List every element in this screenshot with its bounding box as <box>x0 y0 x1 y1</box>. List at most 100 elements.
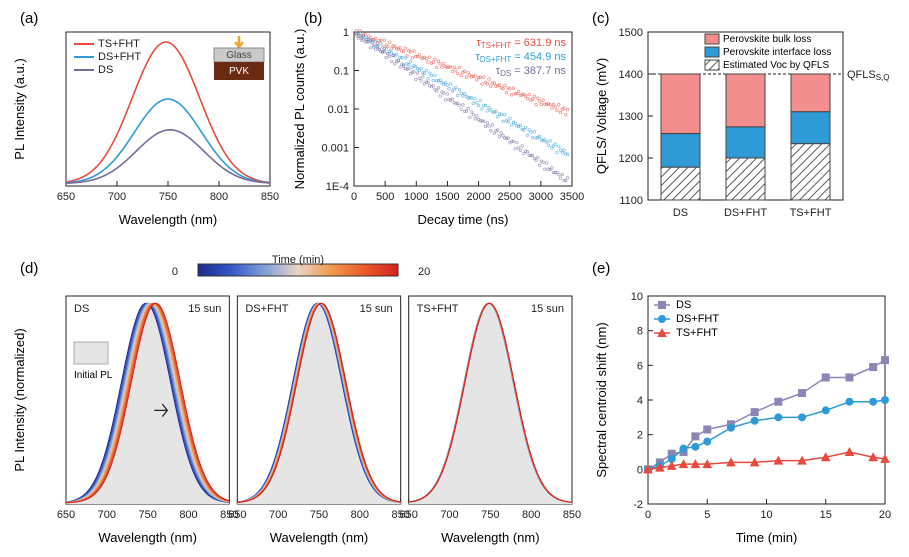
svg-text:800: 800 <box>210 191 228 203</box>
svg-text:1200: 1200 <box>619 153 643 165</box>
svg-text:15 sun: 15 sun <box>531 303 564 315</box>
svg-text:DS+FHT: DS+FHT <box>245 303 288 315</box>
svg-text:τDS = 387.7 ns: τDS = 387.7 ns <box>496 65 567 78</box>
svg-text:2000: 2000 <box>466 191 490 203</box>
svg-text:Perovskite interface loss: Perovskite interface loss <box>723 47 831 58</box>
svg-text:850: 850 <box>563 509 581 521</box>
svg-text:4: 4 <box>637 395 643 407</box>
svg-text:Wavelength (nm): Wavelength (nm) <box>441 530 540 545</box>
svg-text:650: 650 <box>57 509 75 521</box>
svg-text:15 sun: 15 sun <box>188 303 221 315</box>
svg-text:800: 800 <box>179 509 197 521</box>
panel-a: (a) 650700750800850TS+FHTDS+FHTDSGlassPV… <box>10 10 278 230</box>
svg-text:0: 0 <box>351 191 357 203</box>
panel-c-label: (c) <box>592 10 610 27</box>
svg-text:10: 10 <box>631 291 643 303</box>
svg-text:6: 6 <box>637 360 643 372</box>
svg-text:2: 2 <box>637 430 643 442</box>
svg-text:DS+FHT: DS+FHT <box>724 207 767 219</box>
svg-text:10: 10 <box>760 509 772 521</box>
svg-text:PL Intensity (a.u.): PL Intensity (a.u.) <box>12 58 27 159</box>
svg-text:DS+FHT: DS+FHT <box>676 313 719 325</box>
panel-c-chart: 1100 1200 1300 1400 1500 QFLSS,Q DS DS+FHT TS+FH… <box>590 10 895 230</box>
svg-text:15 sun: 15 sun <box>360 303 393 315</box>
svg-text:τTS+FHT = 631.9 ns: τTS+FHT = 631.9 ns <box>476 37 566 50</box>
svg-text:PVK: PVK <box>229 66 249 77</box>
svg-text:650: 650 <box>399 509 417 521</box>
panel-e: (e) 05101520-20246810DSDS+FHTTS+FHTTime … <box>590 260 895 550</box>
svg-text:650: 650 <box>57 191 75 203</box>
svg-text:Spectral centroid shift (nm): Spectral centroid shift (nm) <box>594 322 609 477</box>
panel-b: (b) 050010001500200025003000350010.10.01… <box>288 10 578 230</box>
svg-text:DS: DS <box>673 207 688 219</box>
svg-text:DS: DS <box>676 299 691 311</box>
svg-text:700: 700 <box>269 509 287 521</box>
svg-text:2500: 2500 <box>497 191 521 203</box>
svg-text:700: 700 <box>108 191 126 203</box>
panel-b-label: (b) <box>304 10 322 27</box>
svg-text:1300: 1300 <box>619 111 643 123</box>
panel-a-chart: 650700750800850TS+FHTDS+FHTDSGlassPVKWav… <box>10 10 278 230</box>
svg-text:Perovskite bulk loss: Perovskite bulk loss <box>723 34 811 45</box>
svg-text:Glass: Glass <box>226 50 252 61</box>
svg-text:3000: 3000 <box>529 191 553 203</box>
svg-text:15: 15 <box>820 509 832 521</box>
svg-text:500: 500 <box>376 191 394 203</box>
svg-text:800: 800 <box>351 509 369 521</box>
svg-text:QFLS/ Voltage (mV): QFLS/ Voltage (mV) <box>594 58 609 174</box>
svg-text:1000: 1000 <box>404 191 428 203</box>
svg-text:750: 750 <box>310 509 328 521</box>
svg-text:0.01: 0.01 <box>328 104 349 116</box>
svg-text:750: 750 <box>138 509 156 521</box>
svg-text:0: 0 <box>172 266 178 278</box>
svg-text:1E-4: 1E-4 <box>326 181 349 193</box>
svg-text:-2: -2 <box>633 499 643 511</box>
panel-d-chart: 020Time (min)650700750800850DS15 sunInit… <box>10 260 578 550</box>
svg-text:Decay time (ns): Decay time (ns) <box>417 212 508 227</box>
svg-text:DS: DS <box>74 303 89 315</box>
svg-text:850: 850 <box>261 191 279 203</box>
svg-text:TS+FHT: TS+FHT <box>417 303 459 315</box>
svg-text:Time (min): Time (min) <box>736 530 798 545</box>
panel-e-label: (e) <box>592 260 610 277</box>
svg-text:QFLSS,Q: QFLSS,Q <box>847 69 890 82</box>
svg-text:750: 750 <box>481 509 499 521</box>
svg-text:1: 1 <box>343 27 349 39</box>
svg-text:Wavelength (nm): Wavelength (nm) <box>98 530 197 545</box>
panel-b-chart: 050010001500200025003000350010.10.010.00… <box>288 10 578 230</box>
svg-text:1500: 1500 <box>435 191 459 203</box>
svg-text:650: 650 <box>228 509 246 521</box>
svg-text:TS+FHT: TS+FHT <box>98 38 140 50</box>
svg-text:0.001: 0.001 <box>321 143 349 155</box>
svg-text:Estimated Voc by QFLS: Estimated Voc by QFLS <box>723 60 829 71</box>
svg-text:TS+FHT: TS+FHT <box>676 327 718 339</box>
svg-text:Initial PL: Initial PL <box>74 370 113 381</box>
svg-text:800: 800 <box>522 509 540 521</box>
svg-text:20: 20 <box>879 509 891 521</box>
svg-text:TS+FHT: TS+FHT <box>790 207 832 219</box>
svg-text:Time (min): Time (min) <box>272 254 324 266</box>
svg-text:5: 5 <box>704 509 710 521</box>
svg-text:1100: 1100 <box>619 195 643 207</box>
svg-text:DS: DS <box>98 64 113 76</box>
panel-c: (c) 1100 1200 1300 1400 1500 QFLSS,Q DS DS+FHT T… <box>590 10 895 230</box>
svg-text:1500: 1500 <box>619 27 643 39</box>
panel-e-chart: 05101520-20246810DSDS+FHTTS+FHTTime (min… <box>590 260 895 550</box>
svg-text:700: 700 <box>98 509 116 521</box>
svg-text:700: 700 <box>440 509 458 521</box>
svg-text:Wavelength (nm): Wavelength (nm) <box>119 212 218 227</box>
svg-text:8: 8 <box>637 326 643 338</box>
svg-text:PL Intensity (normalized): PL Intensity (normalized) <box>12 328 27 471</box>
svg-text:3500: 3500 <box>560 191 584 203</box>
svg-text:Normalized PL counts (a.u.): Normalized PL counts (a.u.) <box>292 29 307 190</box>
svg-text:Wavelength (nm): Wavelength (nm) <box>270 530 369 545</box>
svg-text:0.1: 0.1 <box>334 66 349 78</box>
svg-text:0: 0 <box>637 464 643 476</box>
panel-a-label: (a) <box>20 10 38 27</box>
svg-text:20: 20 <box>418 266 430 278</box>
svg-text:1400: 1400 <box>619 69 643 81</box>
svg-text:τDS+FHT = 454.9 ns: τDS+FHT = 454.9 ns <box>476 51 567 64</box>
panel-d-label: (d) <box>20 260 38 277</box>
panel-d: (d) 020Time (min)650700750800850DS15 sun… <box>10 260 578 550</box>
svg-text:0: 0 <box>645 509 651 521</box>
